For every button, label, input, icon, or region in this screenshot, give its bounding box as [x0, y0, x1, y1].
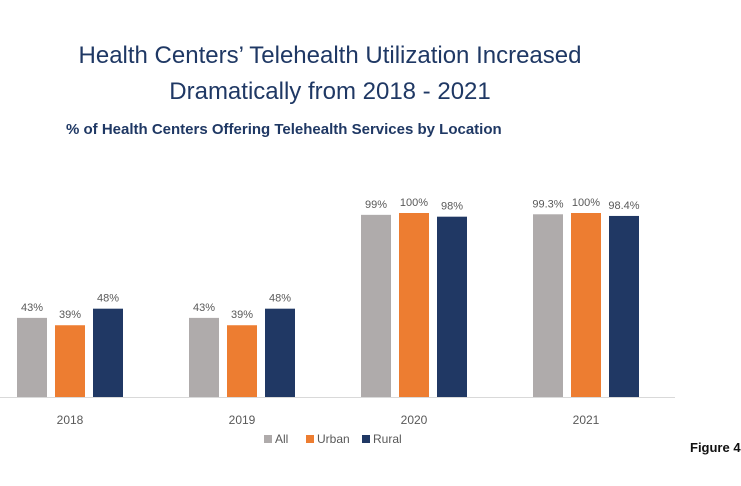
data-label-all-2018: 43% [21, 302, 43, 314]
bar-urban-2019 [227, 325, 257, 397]
x-tick-label-2018: 2018 [57, 413, 84, 427]
x-tick-label-2021: 2021 [573, 413, 600, 427]
bar-rural-2018 [93, 308, 123, 397]
chart-title-line-2: Dramatically from 2018 - 2021 [169, 78, 491, 105]
legend-swatch-urban [306, 435, 314, 443]
bar-all-2021 [533, 214, 563, 397]
data-label-urban-2020: 100% [400, 197, 428, 209]
data-label-urban-2019: 39% [231, 309, 253, 321]
data-label-all-2020: 99% [365, 199, 387, 211]
chart-title: Health Centers’ Telehealth Utilization I… [0, 38, 660, 110]
x-tick-label-2019: 2019 [229, 413, 256, 427]
data-label-rural-2020: 98% [441, 201, 463, 213]
bar-urban-2021 [571, 213, 601, 397]
bar-urban-2020 [399, 213, 429, 397]
data-label-all-2019: 43% [193, 302, 215, 314]
bar-rural-2021 [609, 215, 639, 397]
bar-urban-2018 [55, 325, 85, 397]
figure-label: Figure 4 [690, 440, 741, 455]
chart-subtitle: % of Health Centers Offering Telehealth … [66, 121, 502, 138]
data-label-urban-2018: 39% [59, 309, 81, 321]
bar-rural-2020 [437, 216, 467, 397]
bar-rural-2019 [265, 308, 295, 397]
legend-label-urban: Urban [317, 432, 350, 446]
chart-title-line-1: Health Centers’ Telehealth Utilization I… [78, 42, 582, 69]
data-label-rural-2019: 48% [269, 293, 291, 305]
x-tick-label-2020: 2020 [401, 413, 428, 427]
bar-all-2020 [361, 214, 391, 397]
data-label-rural-2018: 48% [97, 293, 119, 305]
bar-all-2018 [17, 317, 47, 397]
legend-label-rural: Rural [373, 432, 402, 446]
legend-swatch-rural [362, 435, 370, 443]
legend-swatch-all [264, 435, 272, 443]
data-label-all-2021: 99.3% [532, 198, 563, 210]
legend-label-all: All [275, 432, 288, 446]
data-label-rural-2021: 98.4% [608, 200, 639, 212]
bar-all-2019 [189, 317, 219, 397]
data-label-urban-2021: 100% [572, 197, 600, 209]
